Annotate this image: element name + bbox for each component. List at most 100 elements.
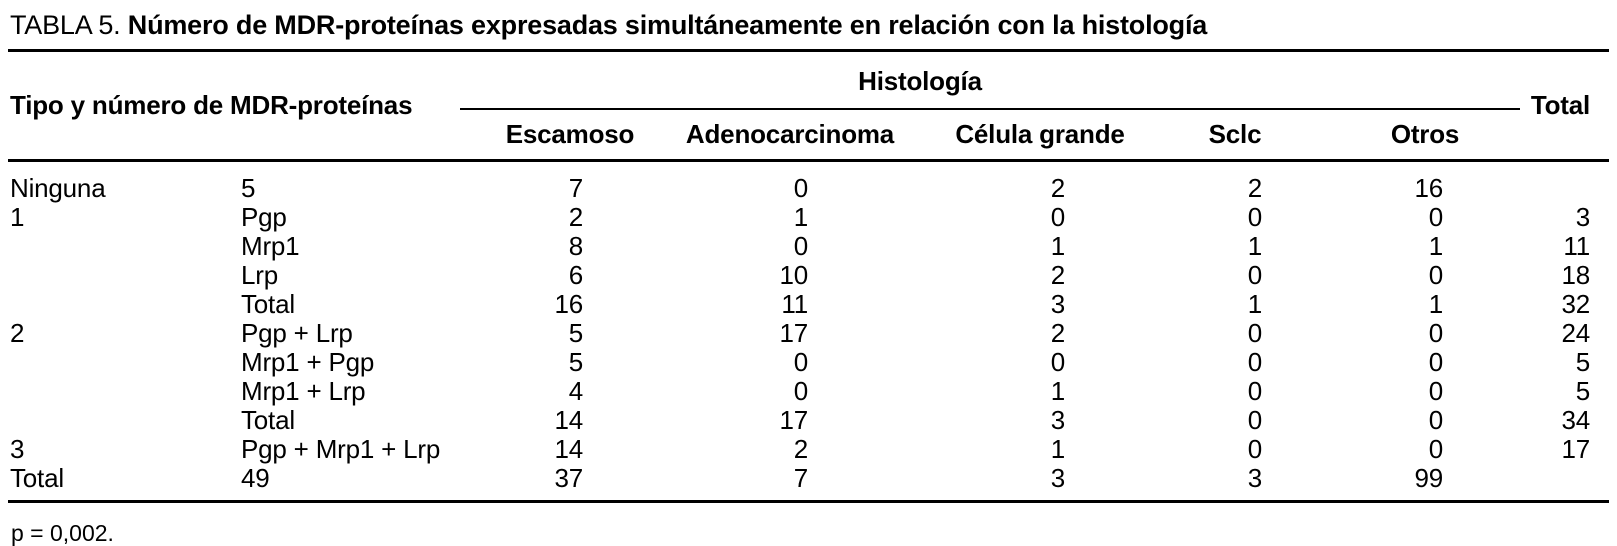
cell-protein: Mrp1	[241, 231, 300, 261]
col-header-adenocarcinoma: Adenocarcinoma	[685, 118, 895, 149]
cell-celula-grande: 0	[1050, 347, 1065, 377]
cell-celula-grande: 2	[1050, 173, 1065, 203]
cell-sclc: 0	[1247, 202, 1262, 232]
cell-escamoso: 14	[554, 434, 583, 464]
cell-celula-grande: 1	[1050, 376, 1065, 406]
cell-total: 32	[1561, 289, 1590, 319]
cell-total: 17	[1561, 434, 1590, 464]
cell-otros: 0	[1428, 405, 1443, 435]
cell-escamoso: 7	[568, 173, 583, 203]
cell-sclc: 0	[1247, 434, 1262, 464]
cell-otros: 0	[1428, 434, 1443, 464]
cell-celula-grande: 2	[1050, 260, 1065, 290]
cell-protein: Total	[241, 289, 295, 319]
cell-type: Total	[10, 463, 64, 493]
cell-escamoso: 16	[554, 289, 583, 319]
cell-protein: Mrp1 + Lrp	[241, 376, 366, 406]
cell-sclc: 3	[1247, 463, 1262, 493]
cell-protein: Total	[241, 405, 295, 435]
cell-escamoso: 5	[568, 347, 583, 377]
cell-otros: 99	[1414, 463, 1443, 493]
header-row-group: Tipo y número de MDR-proteínas Histologí…	[8, 50, 1609, 120]
cell-adenocarcinoma: 10	[779, 260, 808, 290]
cell-type	[8, 348, 241, 377]
cell-type	[8, 377, 241, 406]
row-header-cell: Tipo y número de MDR-proteínas	[10, 90, 413, 120]
table-row: Mrp1 + Pgp 5 0 0 0 0 5	[8, 348, 1609, 377]
cell-escamoso: 5	[568, 318, 583, 348]
cell-sclc: 0	[1247, 347, 1262, 377]
cell-sclc: 0	[1247, 260, 1262, 290]
cell-type: 2	[10, 318, 25, 348]
p-value-footnote: p = 0,002.	[11, 520, 114, 546]
mdr-histology-table: Tipo y número de MDR-proteínas Histologí…	[8, 49, 1609, 503]
cell-otros: 0	[1428, 347, 1443, 377]
cell-total: 18	[1561, 260, 1590, 290]
cell-protein: 49	[241, 463, 270, 493]
col-header-sclc: Sclc	[1208, 118, 1262, 149]
table-row: Total 16 11 3 1 1 32	[8, 290, 1609, 319]
cell-adenocarcinoma: 2	[793, 434, 808, 464]
cell-total	[1520, 161, 1609, 204]
cell-type	[8, 261, 241, 290]
cell-sclc: 0	[1247, 405, 1262, 435]
cell-otros: 0	[1428, 376, 1443, 406]
table-body: Ninguna 5 7 0 2 2 16 1 Pgp 2 1 0 0 0 3 Mrp1 8 0 1 1 1 11 Lrp 6 1…	[8, 161, 1609, 502]
cell-celula-grande: 3	[1050, 405, 1065, 435]
cell-adenocarcinoma: 0	[793, 347, 808, 377]
cell-celula-grande: 3	[1050, 463, 1065, 493]
cell-otros: 0	[1428, 202, 1443, 232]
cell-total: 5	[1575, 347, 1590, 377]
table-title-prefix: TABLA 5.	[10, 10, 121, 40]
table-title: TABLA 5. Número de MDR-proteínas expresa…	[8, 8, 1609, 49]
cell-adenocarcinoma: 17	[779, 405, 808, 435]
cell-type: Ninguna	[10, 173, 106, 203]
cell-sclc: 1	[1247, 231, 1262, 261]
table-row: Total 49 37 7 3 3 99	[8, 464, 1609, 502]
cell-protein: 5	[241, 173, 256, 203]
cell-otros: 0	[1428, 318, 1443, 348]
cell-celula-grande: 0	[1050, 202, 1065, 232]
cell-escamoso: 14	[554, 405, 583, 435]
cell-adenocarcinoma: 7	[793, 463, 808, 493]
cell-otros: 16	[1414, 173, 1443, 203]
cell-escamoso: 8	[568, 231, 583, 261]
table-row: Mrp1 + Lrp 4 0 1 0 0 5	[8, 377, 1609, 406]
table-row: 2 Pgp + Lrp 5 17 2 0 0 24	[8, 319, 1609, 348]
cell-escamoso: 37	[554, 463, 583, 493]
table-title-text: Número de MDR-proteínas expresadas simul…	[127, 10, 1208, 40]
cell-protein: Pgp + Mrp1 + Lrp	[241, 434, 441, 464]
cell-type: 1	[10, 202, 25, 232]
table-header: Tipo y número de MDR-proteínas Histologí…	[8, 50, 1609, 161]
cell-celula-grande: 3	[1050, 289, 1065, 319]
cell-sclc: 2	[1247, 173, 1262, 203]
table-row: Total 14 17 3 0 0 34	[8, 406, 1609, 435]
cell-celula-grande: 2	[1050, 318, 1065, 348]
cell-adenocarcinoma: 0	[793, 231, 808, 261]
table-row: Mrp1 8 0 1 1 1 11	[8, 232, 1609, 261]
cell-adenocarcinoma: 0	[793, 173, 808, 203]
cell-protein: Lrp	[241, 260, 278, 290]
table-row: Ninguna 5 7 0 2 2 16	[8, 161, 1609, 204]
cell-adenocarcinoma: 17	[779, 318, 808, 348]
cell-type	[8, 232, 241, 261]
cell-total: 24	[1561, 318, 1590, 348]
col-header-escamoso: Escamoso	[505, 118, 635, 149]
table-row: 1 Pgp 2 1 0 0 0 3	[8, 203, 1609, 232]
cell-adenocarcinoma: 0	[793, 376, 808, 406]
cell-escamoso: 4	[568, 376, 583, 406]
table-row: 3 Pgp + Mrp1 + Lrp 14 2 1 0 0 17	[8, 435, 1609, 464]
cell-celula-grande: 1	[1050, 434, 1065, 464]
cell-adenocarcinoma: 1	[793, 202, 808, 232]
cell-celula-grande: 1	[1050, 231, 1065, 261]
cell-sclc: 0	[1247, 376, 1262, 406]
cell-total: 3	[1575, 202, 1590, 232]
cell-total: 5	[1575, 376, 1590, 406]
cell-type	[8, 406, 241, 435]
col-header-otros: Otros	[1390, 118, 1460, 149]
table-row: Lrp 6 10 2 0 0 18	[8, 261, 1609, 290]
histology-group-header: Histología	[460, 50, 1520, 110]
header-row-columns: Escamoso Adenocarcinoma Célula grande Sc…	[8, 109, 1609, 161]
cell-total: 11	[1563, 231, 1590, 261]
total-column-header: Total	[1530, 90, 1590, 120]
